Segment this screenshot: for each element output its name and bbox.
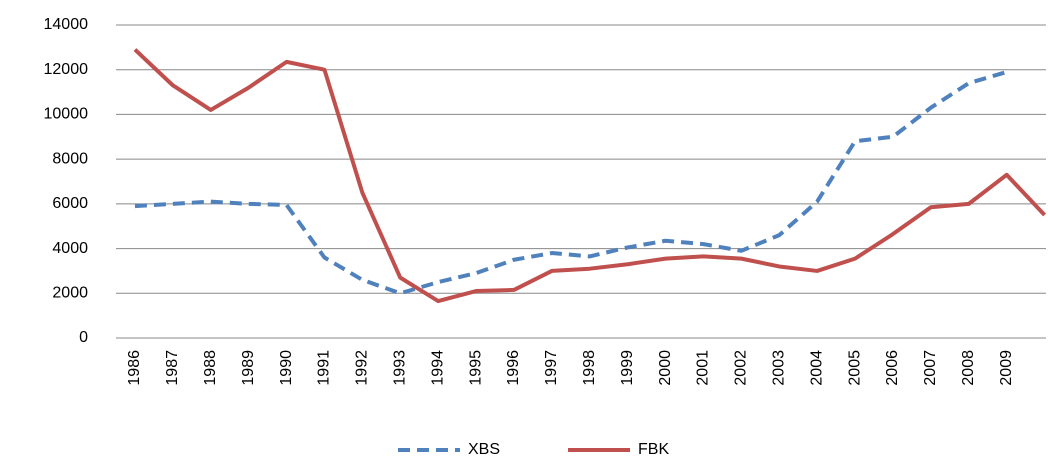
- x-tick-label: 2005: [846, 350, 863, 386]
- legend-label: FBK: [638, 441, 669, 458]
- y-tick-label: 12000: [44, 61, 89, 78]
- x-tick-label: 1989: [240, 350, 257, 386]
- x-tick-label: 1988: [202, 350, 219, 386]
- x-tick-label: 2006: [884, 350, 901, 386]
- x-tick-label: 2008: [960, 350, 977, 386]
- x-tick-label: 1990: [278, 350, 295, 386]
- y-tick-label: 10000: [44, 106, 89, 123]
- x-tick-label: 2001: [695, 350, 712, 386]
- x-tick-label: 1995: [467, 350, 484, 386]
- y-tick-label: 14000: [44, 16, 89, 33]
- x-tick-label: 2009: [998, 350, 1015, 386]
- x-tick-label: 1993: [391, 350, 408, 386]
- x-tick-label: 1998: [581, 350, 598, 386]
- x-tick-label: 2002: [733, 350, 750, 386]
- y-tick-label: 8000: [52, 150, 88, 167]
- x-tick-label: 2000: [657, 350, 674, 386]
- x-tick-label: 1997: [543, 350, 560, 386]
- series-line: [133, 48, 1047, 304]
- x-tick-label: 2007: [922, 350, 939, 386]
- x-tick-label: 2004: [808, 350, 825, 386]
- series-line: [134, 70, 1008, 296]
- x-tick-label: 1986: [126, 350, 143, 386]
- x-tick-label: 2003: [770, 350, 787, 386]
- x-tick-label: 1991: [316, 350, 333, 386]
- x-tick-label: 1994: [429, 350, 446, 386]
- x-tick-label: 1992: [354, 350, 371, 386]
- x-tick-label: 1996: [505, 350, 522, 386]
- legend-label: XBS: [468, 441, 500, 458]
- y-tick-label: 0: [79, 329, 88, 346]
- x-tick-label: 1987: [164, 350, 181, 386]
- x-tick-label: 1999: [619, 350, 636, 386]
- y-tick-label: 2000: [52, 285, 88, 302]
- y-tick-label: 4000: [52, 240, 88, 257]
- y-tick-label: 6000: [52, 195, 88, 212]
